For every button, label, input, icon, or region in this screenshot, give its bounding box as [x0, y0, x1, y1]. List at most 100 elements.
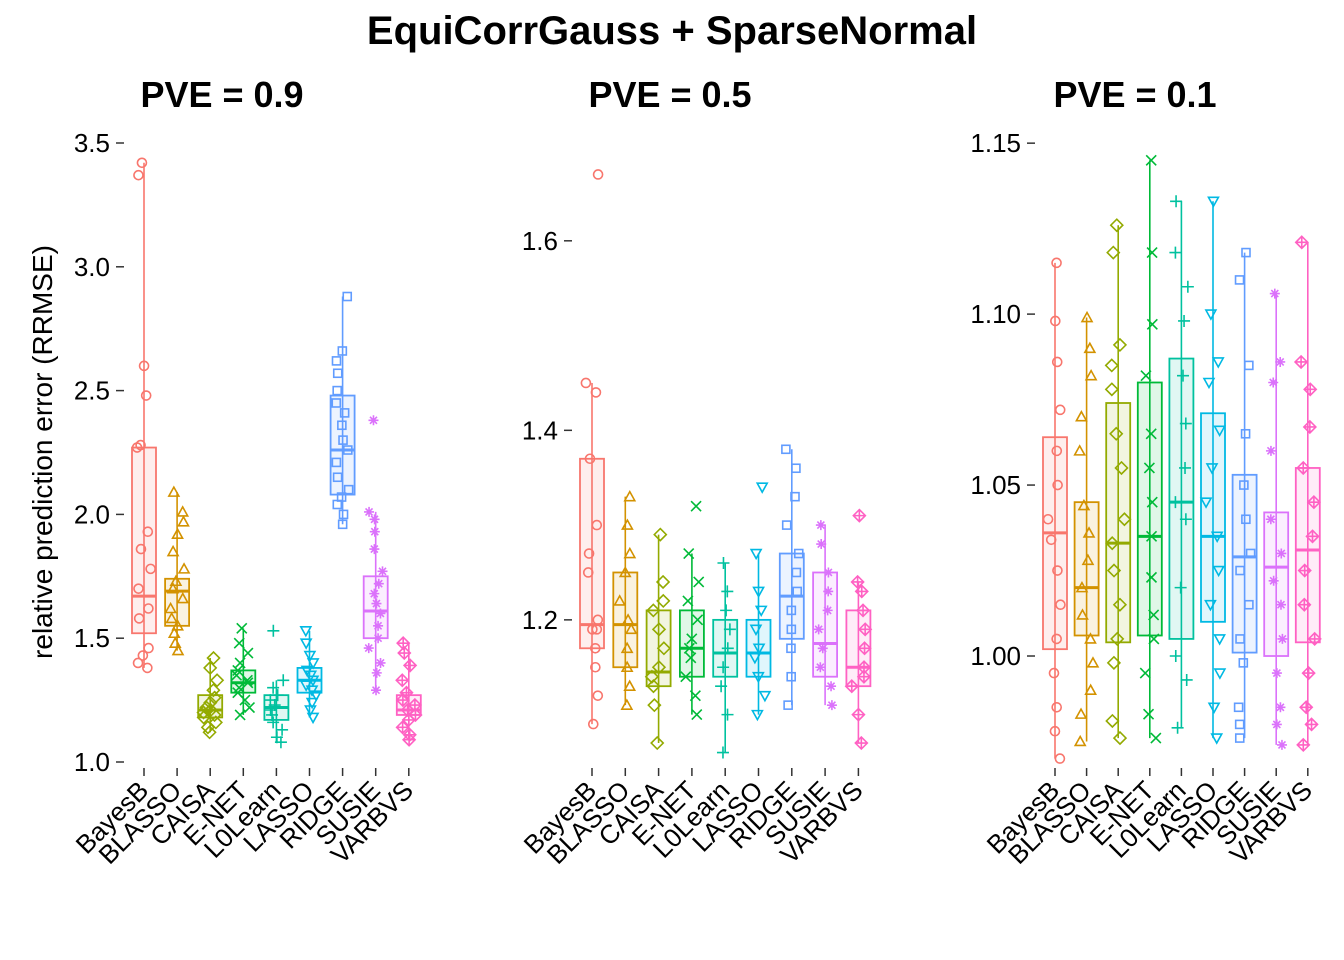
- data-point: [338, 435, 348, 445]
- data-point: [1204, 309, 1218, 321]
- data-point: [826, 700, 837, 711]
- data-point: [1112, 337, 1128, 353]
- box: [131, 446, 157, 635]
- data-point: [813, 624, 824, 635]
- y-tick-label: 1.10: [970, 299, 1021, 329]
- data-point: [203, 702, 218, 718]
- data-point: [1275, 702, 1286, 713]
- data-point: [651, 622, 667, 637]
- data-point: [852, 508, 867, 523]
- data-point: [592, 614, 604, 626]
- data-point: [1294, 235, 1309, 250]
- data-point: [1084, 369, 1098, 381]
- y-tick-label: 2.0: [74, 499, 110, 529]
- data-point: [375, 657, 386, 668]
- data-point: [590, 642, 601, 654]
- data-point: [582, 567, 594, 578]
- data-point: [337, 519, 348, 530]
- data-point: [1074, 707, 1088, 719]
- data-point: [620, 660, 634, 673]
- series-e-net: E-NET: [1084, 154, 1163, 851]
- data-point: [371, 598, 382, 609]
- data-point: [1207, 702, 1221, 714]
- data-point: [1081, 553, 1095, 566]
- data-point: [752, 671, 765, 684]
- data-point: [1106, 245, 1121, 260]
- data-point: [1049, 725, 1061, 737]
- data-point: [241, 674, 253, 686]
- data-point: [1104, 382, 1119, 397]
- data-point: [822, 605, 833, 616]
- data-point: [748, 652, 762, 665]
- data-point: [206, 683, 221, 698]
- data-point: [613, 594, 627, 606]
- data-point: [331, 457, 342, 468]
- data-point: [850, 574, 865, 590]
- data-point: [1042, 513, 1054, 525]
- data-point: [680, 671, 692, 683]
- data-point: [132, 657, 144, 669]
- data-point: [363, 643, 374, 654]
- data-point: [137, 650, 149, 661]
- data-point: [1052, 565, 1063, 576]
- data-point: [369, 588, 380, 599]
- data-point: [1239, 480, 1249, 490]
- data-point: [143, 642, 154, 654]
- data-point: [623, 546, 637, 559]
- data-point: [591, 519, 603, 531]
- data-point: [587, 718, 599, 730]
- data-point: [689, 690, 701, 702]
- data-point: [758, 690, 772, 703]
- data-point: [264, 694, 277, 707]
- data-point: [142, 662, 153, 674]
- data-point: [690, 500, 702, 512]
- data-point: [1276, 739, 1287, 750]
- data-point: [1238, 658, 1249, 668]
- box: [1136, 381, 1163, 637]
- data-point: [1140, 370, 1152, 382]
- data-point: [1148, 609, 1160, 621]
- data-point: [373, 620, 384, 631]
- data-point: [692, 614, 704, 626]
- data-point: [176, 505, 190, 517]
- data-point: [620, 698, 634, 710]
- data-point: [1296, 737, 1311, 753]
- data-point: [1050, 315, 1061, 327]
- data-point: [720, 604, 733, 617]
- data-point: [1106, 563, 1122, 578]
- data-point: [303, 650, 317, 663]
- data-point: [1073, 734, 1087, 747]
- data-point: [1139, 667, 1151, 679]
- data-point: [1244, 360, 1254, 371]
- panel-title: PVE = 0.5: [588, 74, 751, 115]
- data-point: [823, 567, 834, 578]
- series-bayesb: BayesB: [518, 169, 605, 860]
- data-point: [1211, 357, 1225, 369]
- data-point: [1305, 529, 1320, 544]
- data-point: [135, 439, 146, 451]
- box: [1231, 473, 1258, 654]
- data-point: [1112, 597, 1128, 612]
- data-point: [1145, 571, 1158, 583]
- data-point: [790, 491, 800, 502]
- data-point: [618, 565, 632, 578]
- data-point: [1307, 631, 1322, 647]
- data-point: [369, 514, 380, 525]
- data-point: [590, 387, 602, 398]
- data-point: [721, 708, 734, 721]
- data-point: [164, 601, 177, 614]
- data-point: [1112, 730, 1128, 746]
- data-point: [749, 548, 763, 561]
- data-point: [1268, 377, 1279, 388]
- data-point: [167, 485, 181, 497]
- data-point: [1106, 655, 1122, 670]
- data-point: [1275, 356, 1286, 367]
- data-point: [169, 574, 183, 587]
- data-point: [1169, 246, 1182, 259]
- data-point: [1084, 683, 1098, 696]
- data-point: [136, 157, 148, 169]
- data-point: [1105, 536, 1120, 551]
- data-point: [236, 622, 248, 634]
- y-axis-label: relative prediction error (RRMSE): [27, 245, 58, 659]
- y-tick-label: 1.05: [970, 470, 1021, 500]
